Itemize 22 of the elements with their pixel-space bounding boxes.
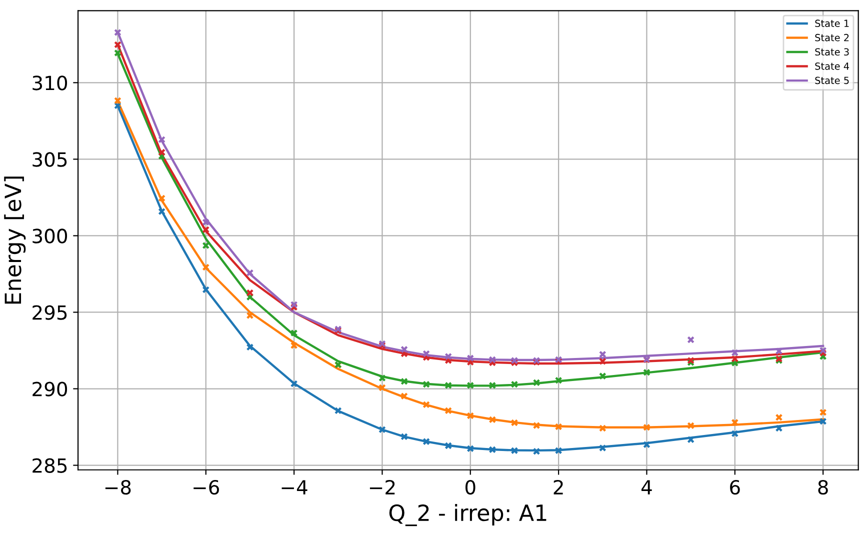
legend-label: State 2 [815,34,849,42]
y-tick-label: 290 [32,382,68,396]
x-tick-label: −6 [194,480,219,495]
legend-label: State 5 [815,76,849,84]
x-tick-label: 4 [641,480,652,494]
x-tick-label: −2 [370,480,395,494]
x-tick-label: −4 [282,480,308,494]
y-tick-label: 300 [32,228,68,244]
y-tick-label: 310 [32,76,68,90]
legend-label: State 3 [815,48,849,56]
legend-label: State 4 [815,62,850,70]
legend-label: State 1 [815,20,849,28]
x-axis-title: Q_2 - irrep: A1 [389,504,546,526]
y-axis-title: Energy [eV] [4,176,26,304]
x-tick-label: 6 [730,480,740,495]
y-tick-label: 295 [32,305,67,320]
y-tick-label: 305 [32,152,67,167]
x-tick-label: −8 [105,480,131,495]
y-tick-label: 285 [32,458,67,473]
x-tick-label: 8 [818,480,828,495]
x-tick-label: 2 [554,480,563,494]
x-tick-label: 0 [465,480,476,495]
